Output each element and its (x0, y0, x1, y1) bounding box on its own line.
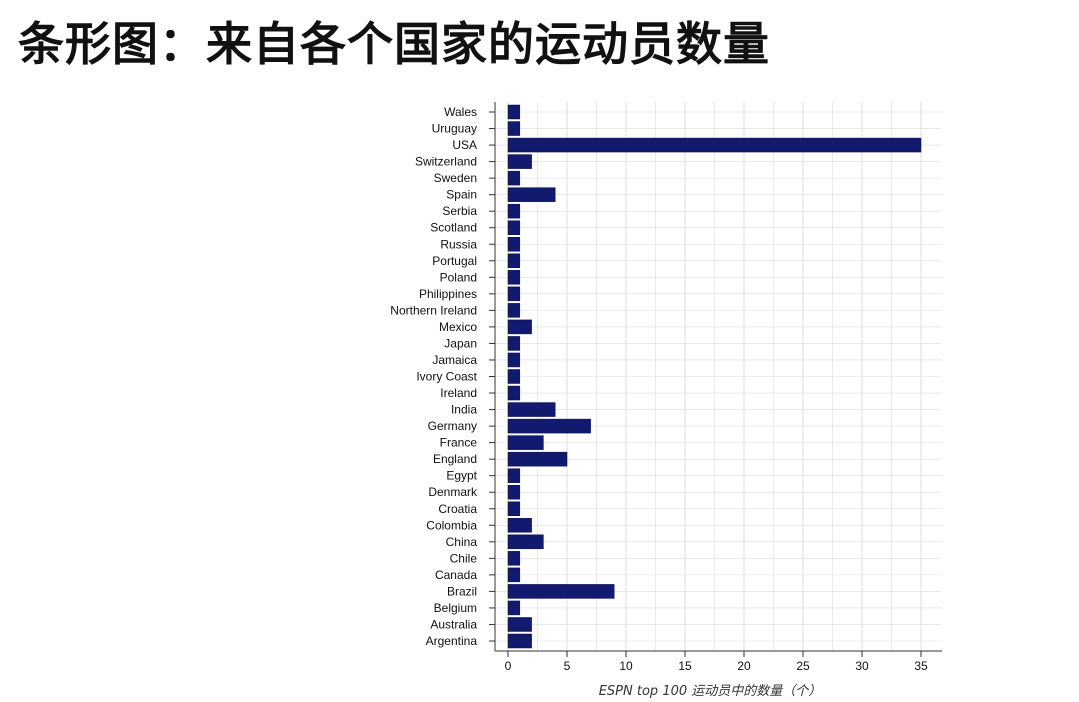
bar (507, 187, 556, 202)
y-tick-label: Canada (435, 568, 477, 582)
y-tick-label: Poland (440, 270, 477, 284)
x-tick-label: 15 (678, 659, 692, 673)
y-tick-label: Japan (444, 336, 477, 350)
y-tick-label: Russia (440, 237, 477, 251)
y-tick-label: Ivory Coast (416, 370, 477, 384)
bar (507, 253, 521, 269)
y-tick-label: Egypt (446, 469, 477, 483)
bar (507, 534, 544, 550)
y-tick-label: USA (452, 138, 477, 152)
bar (507, 121, 521, 136)
x-tick-label: 30 (855, 659, 869, 673)
y-tick-label: France (440, 436, 478, 450)
bar (507, 203, 521, 219)
bar (507, 170, 521, 186)
bar (507, 518, 532, 533)
x-axis-label: ESPN top 100 运动员中的数量（个） (599, 683, 822, 699)
y-tick-label: Ireland (440, 386, 477, 400)
x-tick-label: 20 (737, 659, 751, 673)
bar (507, 270, 521, 285)
x-tick-label: 0 (505, 659, 512, 673)
y-tick-label: Australia (430, 617, 477, 631)
bar (507, 468, 521, 483)
bar (507, 369, 521, 384)
bar (507, 501, 521, 516)
bar (507, 385, 521, 401)
x-tick-label: 35 (914, 659, 928, 673)
bar (507, 319, 532, 335)
y-tick-label: Belgium (434, 601, 477, 615)
bar (507, 303, 521, 318)
bar (507, 617, 532, 632)
x-tick-label: 5 (564, 659, 571, 673)
bar (507, 352, 521, 368)
y-tick-label: Portugal (432, 254, 477, 268)
bars-group (507, 104, 922, 649)
x-tick-label: 25 (796, 659, 810, 673)
bar (507, 633, 532, 649)
y-tick-label: Croatia (438, 502, 477, 516)
y-tick-label: Brazil (447, 584, 477, 598)
x-tick-label: 10 (619, 659, 633, 673)
grid-lines (495, 102, 942, 651)
y-tick-label: Sweden (434, 171, 477, 185)
y-tick-label: Switzerland (415, 155, 477, 169)
y-tick-label: Uruguay (432, 122, 477, 136)
y-tick-label: Northern Ireland (390, 303, 477, 317)
y-tick-label: Argentina (426, 634, 478, 648)
y-tick-label: Mexico (439, 320, 477, 334)
bar (507, 220, 521, 235)
y-tick-label: Scotland (430, 221, 477, 235)
bar (507, 154, 532, 169)
bar (507, 584, 615, 599)
bar (507, 551, 521, 566)
y-tick-label: Philippines (419, 287, 477, 301)
y-tick-label: Denmark (428, 485, 478, 499)
y-tick-label: England (433, 452, 477, 466)
y-tick-label: Chile (450, 551, 478, 565)
bar (507, 435, 544, 450)
bar (507, 237, 521, 252)
page-title: 条形图：来自各个国家的运动员数量 (18, 17, 770, 71)
bar (507, 104, 521, 120)
y-tick-label: Serbia (442, 204, 477, 218)
y-tick-label: India (451, 403, 477, 417)
bar (507, 418, 591, 434)
y-tick-label: China (446, 535, 478, 549)
y-tick-labels: Wales Uruguay USA Switzerland Sweden Spain Ser… (390, 105, 495, 648)
y-tick-label: Jamaica (432, 353, 477, 367)
y-tick-label: Spain (446, 188, 477, 202)
bar (507, 484, 521, 500)
bar (507, 336, 521, 351)
x-tick-labels: 0 5 10 15 20 25 30 35 (505, 651, 928, 673)
bar (507, 451, 568, 467)
y-tick-label: Germany (428, 419, 477, 433)
bar (507, 402, 556, 417)
y-tick-label: Wales (444, 105, 477, 119)
y-tick-label: Colombia (426, 518, 477, 532)
bar (507, 600, 521, 616)
bar (507, 567, 521, 583)
bar (507, 286, 521, 302)
bar (507, 137, 922, 153)
